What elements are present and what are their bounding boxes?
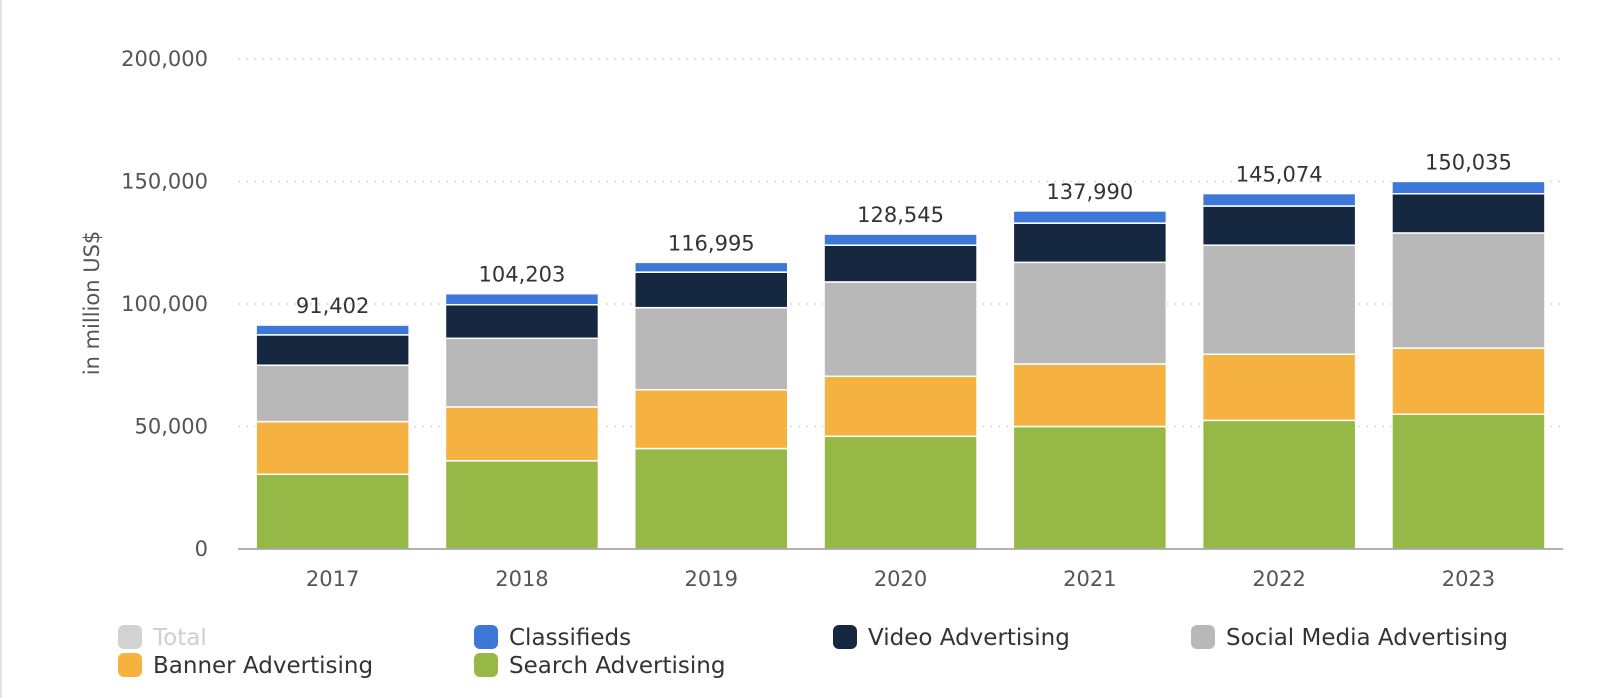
legend-label: Video Advertising [868, 625, 1070, 651]
legend-swatch [833, 625, 857, 649]
bar-segment-video-advertising[interactable] [255, 334, 410, 366]
bar-segment-search-advertising[interactable] [255, 473, 410, 550]
x-tick-label: 2019 [685, 567, 738, 591]
bar-segment-classifieds[interactable] [1201, 192, 1357, 207]
bars [255, 180, 1546, 550]
legend-swatch [118, 653, 142, 677]
legend-swatch [1191, 625, 1215, 649]
total-data-label: 137,990 [1046, 180, 1133, 204]
bar-segment-classifieds[interactable] [1012, 210, 1168, 224]
bar-segment-banner-advertising[interactable] [255, 420, 410, 476]
legend-label: Banner Advertising [153, 653, 373, 679]
bar-segment-classifieds[interactable] [255, 324, 410, 336]
bar-segment-search-advertising[interactable] [634, 447, 789, 550]
x-tick-label: 2022 [1252, 567, 1305, 591]
bar-segment-banner-advertising[interactable] [1391, 347, 1546, 416]
legend: Total Classifieds Video Advertising Social … [118, 625, 1508, 679]
bar-segment-social-media-advertising[interactable] [444, 337, 600, 408]
bar-segment-video-advertising[interactable] [634, 271, 789, 309]
bar-segment-social-media-advertising[interactable] [255, 364, 410, 423]
legend-label: Total [152, 625, 207, 651]
bar-segment-classifieds[interactable] [823, 233, 978, 246]
bar-segment-banner-advertising[interactable] [444, 406, 600, 462]
total-labels: 91,402 104,203 116,995 128,545 137,990 145,07… [296, 150, 1512, 318]
legend-label: Social Media Advertising [1226, 625, 1508, 651]
bar-segment-search-advertising[interactable] [1012, 425, 1168, 550]
total-data-label: 128,545 [857, 203, 944, 227]
total-data-label: 145,074 [1236, 163, 1323, 187]
y-tick-label: 100,000 [121, 292, 208, 316]
y-axis-ticks: 0 50,000 100,000 150,000 200,000 [121, 47, 208, 561]
total-data-label: 104,203 [479, 263, 566, 287]
legend-swatch [118, 625, 142, 649]
bar-segment-classifieds[interactable] [634, 261, 789, 273]
bar-segment-banner-advertising[interactable] [634, 389, 789, 450]
total-data-label: 116,995 [668, 231, 755, 255]
bar-segment-video-advertising[interactable] [1201, 205, 1357, 246]
bar-segment-classifieds[interactable] [444, 292, 600, 306]
legend-item-banner-advertising[interactable]: Banner Advertising [118, 653, 373, 679]
bar-segment-banner-advertising[interactable] [1201, 353, 1357, 422]
legend-swatch [474, 625, 498, 649]
y-tick-label: 150,000 [121, 170, 208, 194]
total-data-label: 91,402 [296, 294, 369, 318]
bar-segment-search-advertising[interactable] [823, 435, 978, 550]
y-tick-label: 200,000 [121, 47, 208, 71]
x-tick-label: 2018 [495, 567, 548, 591]
bar-segment-social-media-advertising[interactable] [634, 306, 789, 391]
legend-label: Search Advertising [509, 653, 725, 679]
y-tick-label: 50,000 [135, 415, 208, 439]
bar-segment-banner-advertising[interactable] [1012, 363, 1168, 428]
bar-segment-search-advertising[interactable] [1391, 413, 1546, 550]
legend-item-total[interactable]: Total [118, 625, 207, 651]
x-tick-label: 2017 [306, 567, 359, 591]
y-axis-title: in million US$ [80, 231, 104, 376]
bar-segment-social-media-advertising[interactable] [1391, 232, 1546, 349]
y-tick-label: 0 [195, 537, 208, 561]
x-axis-ticks: 2017 2018 2019 2020 2021 2022 2023 [306, 567, 1495, 591]
legend-swatch [474, 653, 498, 677]
x-tick-label: 2020 [874, 567, 927, 591]
bar-segment-video-advertising[interactable] [444, 303, 600, 340]
bar-segment-social-media-advertising[interactable] [1012, 261, 1168, 365]
legend-item-social-media-advertising[interactable]: Social Media Advertising [1191, 625, 1508, 651]
bar-segment-video-advertising[interactable] [1012, 222, 1168, 264]
legend-item-search-advertising[interactable]: Search Advertising [474, 653, 725, 679]
total-data-label: 150,035 [1425, 150, 1512, 174]
bar-segment-social-media-advertising[interactable] [1201, 244, 1357, 355]
legend-label: Classifieds [509, 625, 631, 651]
bar-segment-search-advertising[interactable] [1201, 419, 1357, 550]
bar-segment-social-media-advertising[interactable] [823, 281, 978, 378]
legend-item-video-advertising[interactable]: Video Advertising [833, 625, 1070, 651]
bar-segment-banner-advertising[interactable] [823, 375, 978, 438]
bar-segment-video-advertising[interactable] [1391, 193, 1546, 234]
legend-item-classifieds[interactable]: Classifieds [474, 625, 631, 651]
bar-segment-video-advertising[interactable] [823, 244, 978, 283]
bar-segment-classifieds[interactable] [1391, 180, 1546, 195]
bar-segment-search-advertising[interactable] [444, 460, 600, 550]
x-tick-label: 2023 [1442, 567, 1495, 591]
x-tick-label: 2021 [1063, 567, 1116, 591]
